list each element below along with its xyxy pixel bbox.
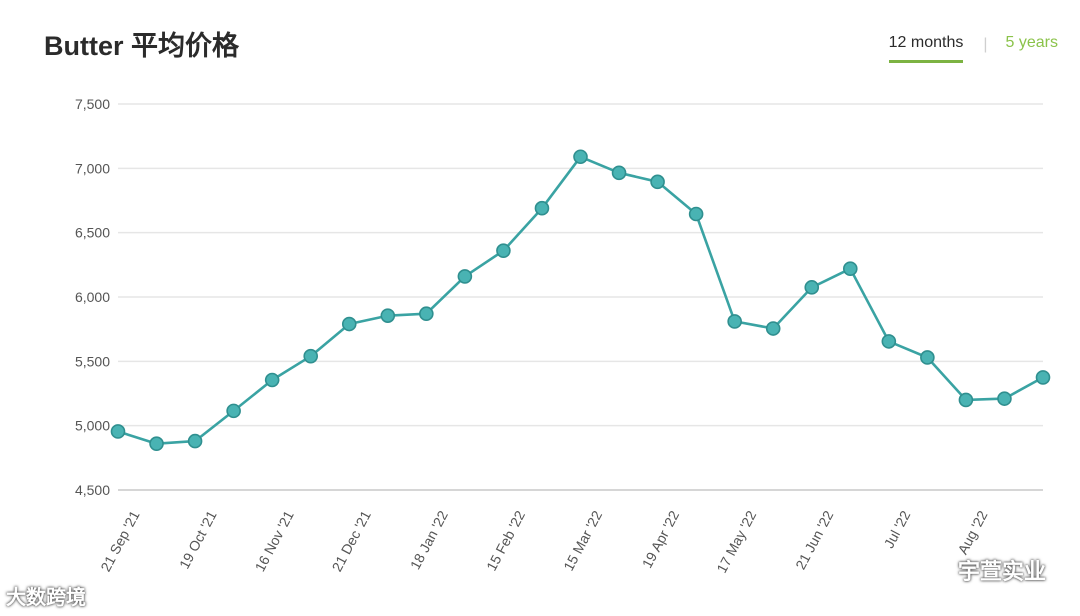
x-tick-label: 17 May '22 — [713, 508, 759, 576]
data-point — [264, 372, 280, 388]
data-point — [341, 316, 357, 332]
data-point — [573, 149, 588, 165]
period-tabs: 12 months | 5 years — [888, 34, 1058, 63]
watermark-right: 宇萱实业 — [957, 559, 1046, 584]
x-tick-label: 19 Apr '22 — [639, 508, 683, 571]
data-point — [881, 334, 897, 349]
data-point — [688, 206, 704, 222]
series-line — [117, 155, 1044, 445]
y-tick-label: 4,500 — [75, 482, 110, 498]
data-point — [457, 269, 473, 284]
data-point — [380, 308, 396, 323]
tab-5-years[interactable]: 5 years — [1005, 34, 1058, 51]
y-tick-label: 5,000 — [75, 418, 110, 434]
y-tick-label: 7,000 — [75, 160, 110, 176]
data-point — [110, 424, 126, 439]
y-tick-label: 6,500 — [75, 225, 110, 241]
x-tick-label: 21 Jun '22 — [792, 508, 836, 572]
y-tick-label: 7,500 — [75, 96, 110, 112]
x-tick-label: Aug '22 — [954, 508, 990, 557]
watermark-left: 大数跨境 — [6, 587, 86, 609]
data-point — [765, 321, 781, 336]
x-tick-label: 15 Feb '22 — [483, 508, 528, 574]
data-point — [187, 433, 203, 449]
data-point — [1035, 370, 1051, 385]
data-point — [727, 314, 742, 329]
data-point — [149, 436, 164, 451]
x-tick-label: 18 Jan '22 — [407, 508, 451, 572]
x-tick-label: 19 Oct '21 — [176, 508, 220, 572]
data-point — [804, 280, 820, 295]
data-point — [920, 350, 935, 365]
data-point — [303, 348, 319, 364]
x-tick-label: 16 Nov '21 — [251, 508, 296, 574]
tab-separator: | — [983, 35, 988, 53]
data-point — [650, 174, 665, 190]
x-tick-label: 15 Mar '22 — [560, 508, 605, 574]
y-tick-label: 6,000 — [75, 289, 110, 305]
data-point — [997, 391, 1012, 406]
data-point — [226, 403, 241, 419]
x-tick-label: Jul '22 — [881, 508, 914, 551]
data-point — [958, 392, 974, 408]
tab-12-months[interactable]: 12 months — [888, 34, 964, 63]
data-point — [534, 200, 550, 216]
x-tick-label: 21 Sep '21 — [97, 508, 142, 574]
x-tick-label: 21 Dec '21 — [329, 508, 374, 574]
chart-title: Butter 平均价格 — [44, 31, 239, 61]
data-point — [842, 261, 858, 276]
data-point — [419, 306, 434, 322]
data-point — [496, 243, 511, 258]
y-tick-label: 5,500 — [75, 353, 110, 369]
data-point — [611, 165, 627, 181]
